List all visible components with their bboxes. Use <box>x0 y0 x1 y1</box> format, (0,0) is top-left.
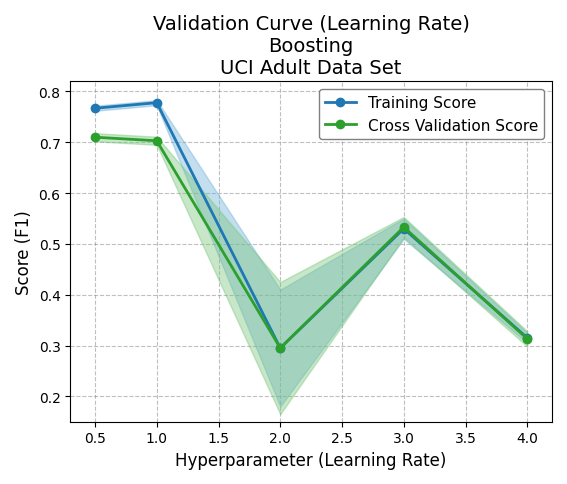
Training Score <box>92 106 99 112</box>
Cross Validation Score <box>524 336 531 342</box>
Training Score <box>400 227 407 232</box>
Training Score <box>153 101 160 106</box>
X-axis label: Hyperparameter (Learning Rate): Hyperparameter (Learning Rate) <box>175 451 447 469</box>
Line: Training Score: Training Score <box>91 99 531 352</box>
Cross Validation Score <box>400 225 407 230</box>
Cross Validation Score <box>277 346 284 351</box>
Training Score <box>524 335 531 341</box>
Line: Cross Validation Score: Cross Validation Score <box>91 134 531 352</box>
Legend: Training Score, Cross Validation Score: Training Score, Cross Validation Score <box>319 90 544 139</box>
Cross Validation Score <box>153 138 160 144</box>
Title: Validation Curve (Learning Rate)
Boosting
UCI Adult Data Set: Validation Curve (Learning Rate) Boostin… <box>153 15 469 78</box>
Y-axis label: Score (F1): Score (F1) <box>15 210 33 294</box>
Training Score <box>277 346 284 351</box>
Cross Validation Score <box>92 135 99 141</box>
